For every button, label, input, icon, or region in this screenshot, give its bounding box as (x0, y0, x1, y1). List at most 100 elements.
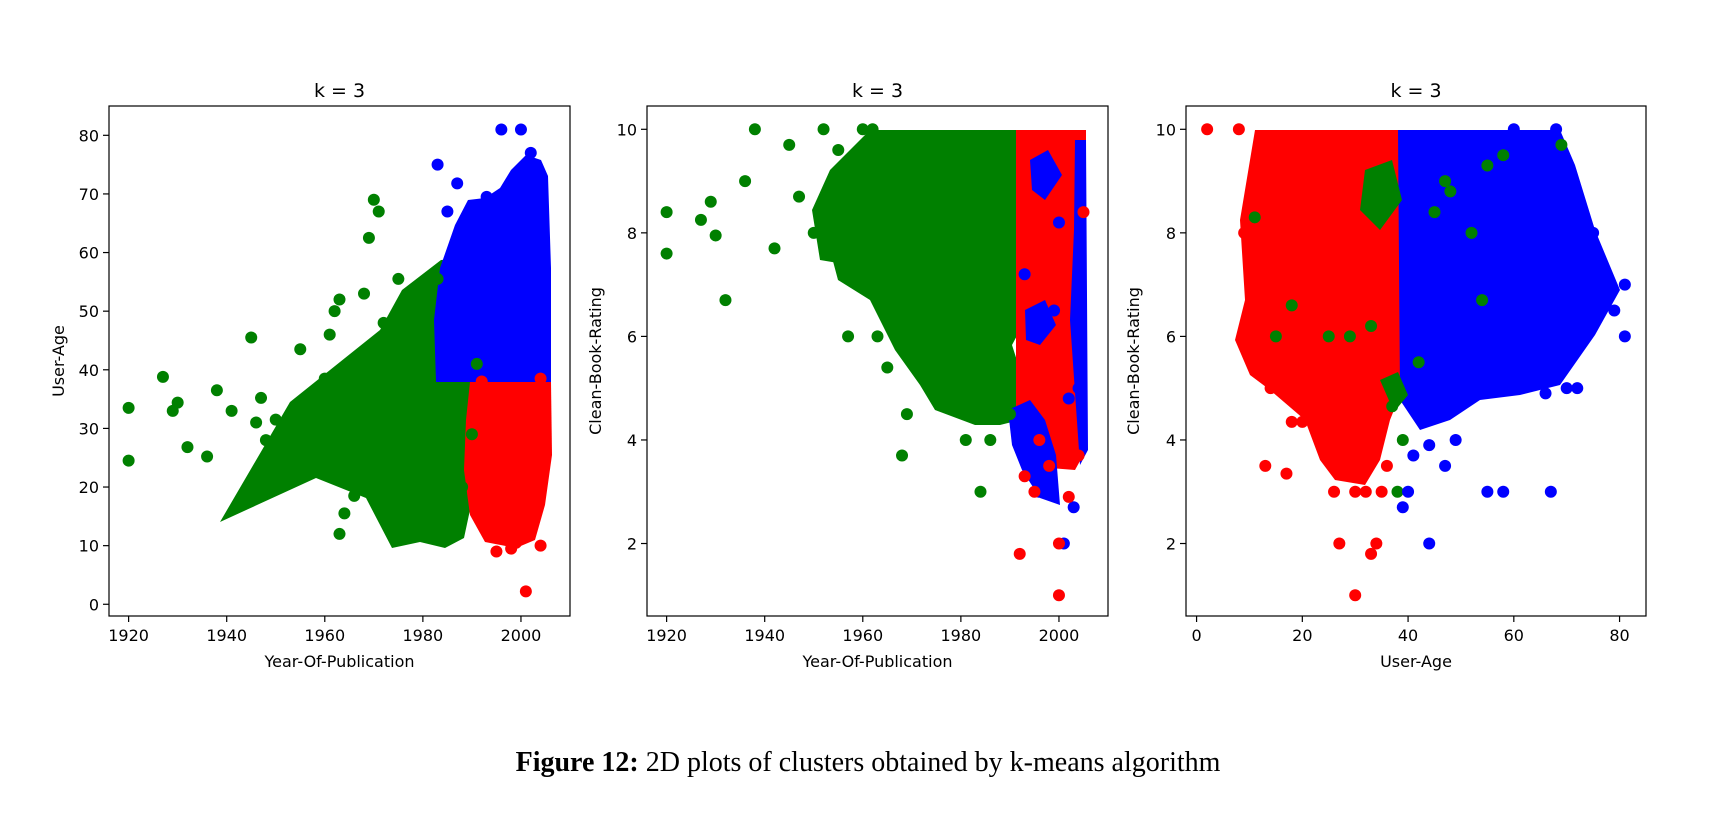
subplot-3-y-tick-label: 6 (1166, 327, 1176, 346)
subplot-2-cluster-red (1016, 130, 1086, 470)
subplot-1-point-green (333, 293, 346, 306)
subplot-1-point-green (259, 434, 272, 447)
subplot-3-x-tick-label: 20 (1292, 626, 1312, 645)
subplot-3-ylabel: Clean-Book-Rating (1124, 287, 1143, 435)
subplot-1-point-green (372, 205, 385, 218)
subplot-1-frame (108, 105, 571, 617)
subplot-1-point-green (470, 357, 483, 370)
subplot-2-point-green (915, 340, 928, 353)
subplot-3-green-region (1360, 160, 1402, 230)
subplot-1-point-green (323, 328, 336, 341)
subplot-2-point-green (817, 123, 830, 136)
subplot-2-blue-region (1070, 140, 1088, 465)
subplot-3-point-green (1269, 330, 1282, 343)
subplot-1-point-green (338, 507, 351, 520)
subplot-2-point-green (739, 175, 752, 188)
subplot-3-point-green (1365, 320, 1378, 333)
subplot-1-point-green (328, 305, 341, 318)
subplot-2-point-green (930, 387, 943, 400)
subplot-3-point-green (1322, 330, 1335, 343)
subplot-3-x-tick-label: 0 (1191, 626, 1201, 645)
subplot-3-x-tick-label: 80 (1609, 626, 1629, 645)
subplot-2-y-ticks: 2 4 6 8 10 (617, 120, 647, 554)
subplot-3-point-blue (1618, 278, 1631, 291)
subplot-3-point-green (1497, 149, 1510, 162)
subplot-1-x-tick-label: 1920 (108, 626, 149, 645)
subplot-2-point-blue (1048, 304, 1061, 317)
subplot-1-point-green (255, 391, 268, 404)
subplot-1-point-blue (495, 123, 508, 136)
subplot-3-point-red (1349, 485, 1362, 498)
subplot-2-point-blue (1038, 154, 1051, 167)
subplot-3-point-blue (1618, 330, 1631, 343)
subplot-2-point-green (866, 123, 879, 136)
subplot-3-cluster-green (1360, 160, 1408, 412)
subplot-2-point-green (807, 226, 820, 239)
subplot-3-point-red (1264, 382, 1277, 395)
subplot-2-point-red (1018, 470, 1031, 483)
subplot-2-point-blue (1072, 382, 1085, 395)
subplot-2-point-green (959, 433, 972, 446)
subplot-3-point-green (1396, 433, 1409, 446)
subplot-2-point-green (832, 144, 845, 157)
subplot-1-point-green (377, 316, 390, 329)
subplot-1-point-green (225, 404, 238, 417)
subplot-2-frame (646, 105, 1109, 617)
subplot-2-point-green (660, 206, 673, 219)
subplot-1-point-green (245, 331, 258, 344)
subplot-2-ylabel: Clean-Book-Rating (586, 287, 605, 435)
subplot-2-point-blue (1028, 459, 1041, 472)
subplot-3-point-green (1343, 330, 1356, 343)
subplot-2-y-tick-label: 10 (617, 120, 637, 139)
subplot-3-point-green (1444, 185, 1457, 198)
subplot-1-point-red (510, 536, 523, 549)
subplot-2-y-tick-label: 4 (627, 431, 637, 450)
subplot-3-point-blue (1402, 485, 1415, 498)
figure-caption-text: 2D plots of clusters obtained by k-means… (638, 747, 1221, 778)
subplot-1-point-blue (534, 173, 547, 186)
subplot-1-y-ticks: 0 10 20 30 40 50 60 70 80 (79, 126, 109, 614)
subplot-1-point-green (122, 454, 135, 467)
subplot-2-y-tick-label: 6 (627, 327, 637, 346)
subplot-1-blue-region (434, 155, 551, 382)
subplot-3-point-red (1328, 485, 1341, 498)
subplot-1-point-blue (431, 158, 444, 171)
subplot-1-point-blue (529, 164, 542, 177)
subplot-3-point-blue (1497, 485, 1510, 498)
subplot-2-point-green (660, 247, 673, 260)
subplot-3-xlabel: User-Age (1380, 652, 1452, 671)
subplot-3-cluster-red (1235, 130, 1400, 485)
subplot-1-point-green (308, 440, 321, 452)
subplot-2-point-red (1072, 449, 1085, 462)
subplot-1-cluster-blue (434, 155, 551, 382)
subplot-3-point-green (1285, 299, 1298, 312)
subplot-1-point-blue (441, 205, 454, 218)
subplot-2-point-green (748, 123, 761, 136)
figure: k = 3 1920 1940 1960 1980 2000 0102030405060… (49, 80, 1647, 671)
subplot-3-point-red (1285, 415, 1298, 428)
figure-caption: Figure 12: 2D plots of clusters obtained… (0, 747, 1736, 779)
subplot-2-points (660, 123, 1090, 602)
subplot-3-title: k = 3 (1390, 80, 1441, 102)
subplot-3-point-green (1465, 226, 1478, 239)
subplot-1-point-green (318, 372, 331, 385)
subplot-1-point-green (392, 272, 405, 285)
subplot-1-clusters (220, 155, 552, 548)
subplot-2-point-red (1028, 485, 1041, 498)
subplot-1-point-blue (510, 176, 523, 189)
subplot-3-point-red (1365, 547, 1378, 560)
subplot-1-point-green (333, 527, 346, 540)
subplot-3-point-blue (1534, 175, 1547, 188)
subplot-1-point-red (480, 510, 493, 523)
subplot-2-point-green (900, 408, 913, 421)
subplot-3-point-red (1238, 226, 1251, 239)
subplot-1-point-green (279, 463, 292, 476)
subplot-1-point-green (446, 519, 459, 532)
subplot-3-frame (1185, 105, 1647, 617)
subplot-3-point-green (1428, 206, 1441, 219)
subplot-3-x-ticks: 0 20 40 60 80 (1191, 616, 1630, 645)
subplot-2-point-red (1077, 206, 1090, 219)
subplot-3-point-blue (1423, 439, 1436, 452)
subplot-1-xlabel: Year-Of-Publication (264, 652, 415, 671)
subplot-1-point-blue (514, 123, 527, 136)
